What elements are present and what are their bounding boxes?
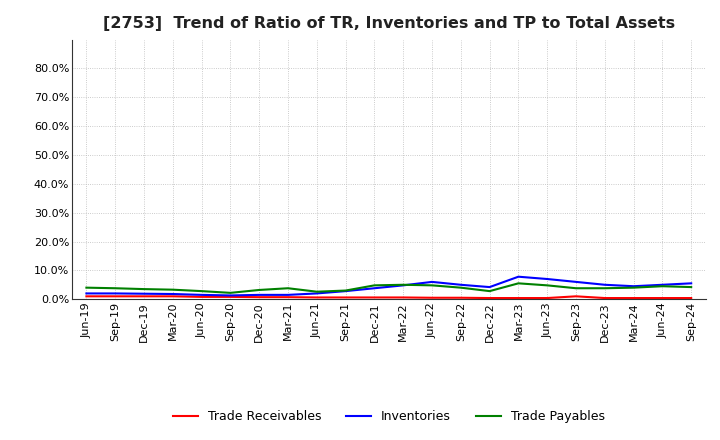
Trade Payables <box>111 286 120 291</box>
Line: Trade Receivables: Trade Receivables <box>86 296 691 298</box>
Inventories <box>399 283 408 288</box>
Trade Payables <box>197 289 206 294</box>
Trade Receivables <box>687 295 696 301</box>
Trade Payables <box>543 283 552 288</box>
Inventories <box>629 284 638 289</box>
Trade Payables <box>168 287 177 292</box>
Trade Receivables <box>514 295 523 301</box>
Trade Receivables <box>485 295 494 301</box>
Trade Receivables <box>140 293 148 299</box>
Trade Receivables <box>197 294 206 300</box>
Inventories <box>284 292 292 297</box>
Trade Payables <box>629 285 638 290</box>
Trade Receivables <box>226 294 235 300</box>
Trade Receivables <box>312 295 321 300</box>
Inventories <box>168 291 177 297</box>
Inventories <box>456 282 465 287</box>
Trade Payables <box>284 286 292 291</box>
Trade Receivables <box>629 295 638 301</box>
Trade Payables <box>456 285 465 290</box>
Trade Receivables <box>255 294 264 300</box>
Inventories <box>226 293 235 298</box>
Trade Receivables <box>428 295 436 301</box>
Inventories <box>428 279 436 285</box>
Inventories <box>255 292 264 297</box>
Inventories <box>111 291 120 296</box>
Trade Receivables <box>456 295 465 301</box>
Inventories <box>341 289 350 294</box>
Trade Receivables <box>600 295 609 301</box>
Inventories <box>514 274 523 279</box>
Line: Inventories: Inventories <box>86 277 691 295</box>
Title: [2753]  Trend of Ratio of TR, Inventories and TP to Total Assets: [2753] Trend of Ratio of TR, Inventories… <box>103 16 675 32</box>
Inventories <box>687 281 696 286</box>
Inventories <box>572 279 580 285</box>
Trade Payables <box>514 281 523 286</box>
Line: Trade Payables: Trade Payables <box>86 283 691 293</box>
Inventories <box>370 286 379 291</box>
Trade Payables <box>687 284 696 290</box>
Trade Receivables <box>543 295 552 301</box>
Inventories <box>312 291 321 296</box>
Trade Payables <box>312 289 321 294</box>
Inventories <box>82 291 91 296</box>
Trade Payables <box>226 290 235 296</box>
Trade Receivables <box>370 295 379 300</box>
Trade Receivables <box>111 293 120 299</box>
Trade Payables <box>341 288 350 293</box>
Trade Payables <box>485 289 494 294</box>
Trade Receivables <box>82 293 91 299</box>
Trade Payables <box>399 282 408 287</box>
Inventories <box>197 292 206 297</box>
Trade Payables <box>370 283 379 288</box>
Legend: Trade Receivables, Inventories, Trade Payables: Trade Receivables, Inventories, Trade Pa… <box>168 405 610 428</box>
Trade Receivables <box>168 293 177 299</box>
Inventories <box>543 276 552 282</box>
Trade Payables <box>600 286 609 291</box>
Trade Receivables <box>572 293 580 299</box>
Trade Payables <box>428 283 436 288</box>
Trade Receivables <box>399 295 408 300</box>
Trade Receivables <box>284 294 292 300</box>
Trade Payables <box>82 285 91 290</box>
Trade Payables <box>658 284 667 289</box>
Inventories <box>485 284 494 290</box>
Trade Receivables <box>658 295 667 301</box>
Trade Payables <box>572 286 580 291</box>
Inventories <box>140 291 148 297</box>
Trade Payables <box>255 287 264 293</box>
Trade Receivables <box>341 295 350 300</box>
Inventories <box>658 282 667 287</box>
Trade Payables <box>140 286 148 292</box>
Inventories <box>600 282 609 287</box>
